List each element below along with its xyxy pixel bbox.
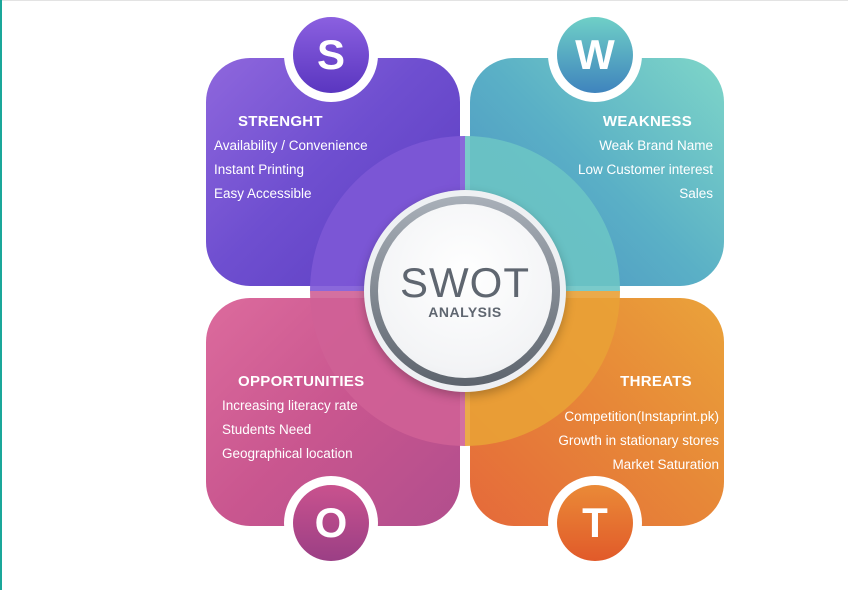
opportunities-item: Geographical location — [222, 446, 353, 461]
threats-letter: T — [557, 485, 633, 561]
center-title: SWOT — [400, 259, 530, 306]
top-divider — [0, 0, 848, 1]
opportunities-item: Students Need — [222, 422, 312, 437]
opportunities-badge: O — [284, 476, 378, 570]
swot-center-circle: SWOT ANALYSIS — [364, 190, 566, 392]
strength-badge: S — [284, 8, 378, 102]
weakness-item: Low Customer interest — [577, 162, 713, 177]
threats-item: Market Saturation — [612, 457, 719, 472]
weakness-item: Sales — [679, 186, 713, 201]
strength-heading: STRENGHT — [238, 113, 323, 130]
threats-item: Competition(Instaprint.pk) — [564, 409, 719, 424]
left-accent-bar — [0, 0, 2, 590]
strength-letter: S — [293, 17, 369, 93]
opportunities-letter: O — [293, 485, 369, 561]
threats-badge: T — [548, 476, 642, 570]
center-inner — [378, 204, 552, 378]
weakness-letter: W — [557, 17, 633, 93]
center-subtitle: ANALYSIS — [428, 304, 502, 320]
weakness-badge: W — [548, 8, 642, 102]
opportunities-item: Increasing literacy rate — [222, 398, 358, 413]
weakness-heading: WEAKNESS — [602, 113, 692, 130]
strength-item: Availability / Convenience — [214, 138, 368, 153]
threats-item: Growth in stationary stores — [558, 433, 719, 448]
strength-item: Instant Printing — [214, 162, 305, 177]
threats-heading: THREATS — [620, 373, 692, 390]
weakness-item: Weak Brand Name — [599, 138, 713, 153]
opportunities-heading: OPPORTUNITIES — [238, 373, 365, 390]
strength-item: Easy Accessible — [214, 186, 312, 201]
